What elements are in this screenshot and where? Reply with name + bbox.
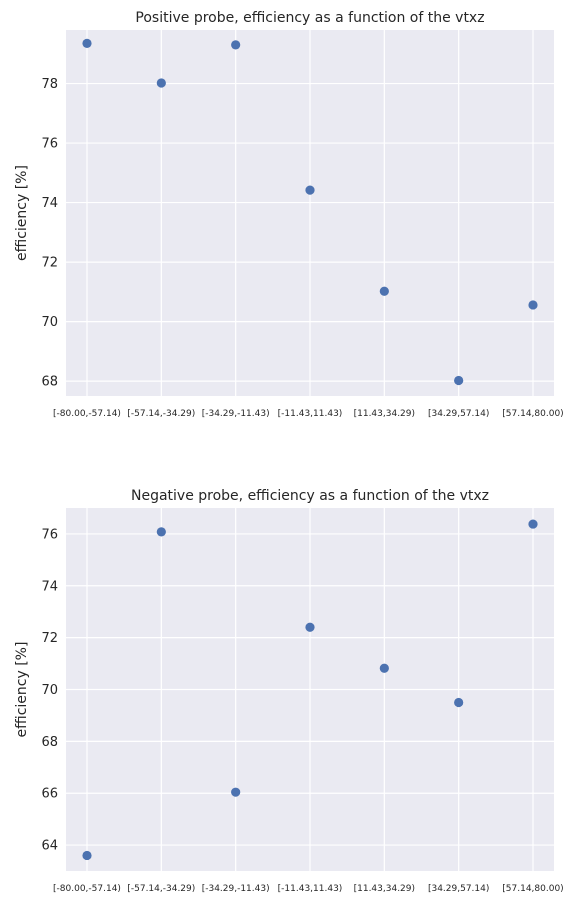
chart-2-x-tick-label: [57.14,80.00) xyxy=(502,884,563,894)
chart-2-y-tick-label: 68 xyxy=(41,735,58,750)
chart-2-x-tick-label: [11.43,34.29) xyxy=(354,884,415,894)
chart-1-x-tick-label: [11.43,34.29) xyxy=(354,409,415,419)
chart-1-y-tick-label: 70 xyxy=(41,315,58,330)
chart-2-data-point xyxy=(231,787,241,797)
chart-2-y-tick-label: 70 xyxy=(41,683,58,698)
chart-2-title: Negative probe, efficiency as a function… xyxy=(131,488,489,504)
chart-1-data-point xyxy=(379,286,389,296)
chart-2-x-tick-label: [-11.43,11.43) xyxy=(278,884,343,894)
chart-2-data-point xyxy=(156,527,166,537)
chart-1-y-tick-label: 74 xyxy=(41,196,58,211)
chart-2-data-point xyxy=(379,663,389,673)
chart-1-y-tick-label: 72 xyxy=(41,256,58,271)
chart-1-data-point xyxy=(231,40,241,50)
chart-1-x-tick-label: [-57.14,-34.29) xyxy=(127,409,195,419)
chart-1-x-tick-label: [-80.00,-57.14) xyxy=(53,409,121,419)
chart-1-y-tick-label: 68 xyxy=(41,375,58,390)
chart-2-x-tick-label: [34.29,57.14) xyxy=(428,884,489,894)
chart-1-x-tick-label: [34.29,57.14) xyxy=(428,409,489,419)
chart-2-x-tick-label: [-57.14,-34.29) xyxy=(127,884,195,894)
chart-2-data-point xyxy=(82,850,92,861)
chart-1-y-axis-label: efficiency [%] xyxy=(14,165,30,261)
chart-2-y-tick-label: 66 xyxy=(41,787,58,802)
chart-1-y-tick-label: 78 xyxy=(41,77,58,92)
chart-2-data-point xyxy=(528,519,538,529)
chart-2-x-tick-label: [-34.29,-11.43) xyxy=(202,884,270,894)
chart-2-y-tick-label: 74 xyxy=(41,579,58,594)
chart-2-data-point xyxy=(454,697,464,708)
chart-1-title: Positive probe, efficiency as a function… xyxy=(135,10,484,26)
chart-2-y-tick-label: 76 xyxy=(41,527,58,542)
chart-1-data-point xyxy=(82,38,92,48)
chart-1-y-tick-label: 76 xyxy=(41,137,58,152)
chart-1-data-point xyxy=(528,300,538,310)
chart-2-y-tick-label: 72 xyxy=(41,631,58,646)
chart-2-y-axis-label: efficiency [%] xyxy=(14,642,30,738)
chart-1-data-point xyxy=(156,78,166,88)
chart-1-x-tick-label: [57.14,80.00) xyxy=(502,409,563,419)
chart-2-x-tick-label: [-80.00,-57.14) xyxy=(53,884,121,894)
chart-1-data-point xyxy=(305,185,315,195)
chart-2-data-point xyxy=(305,622,315,632)
chart-1-x-tick-label: [-34.29,-11.43) xyxy=(202,409,270,419)
chart-2-y-tick-label: 64 xyxy=(41,839,58,854)
chart-1-x-tick-label: [-11.43,11.43) xyxy=(278,409,343,419)
chart-1-data-point xyxy=(454,375,464,386)
